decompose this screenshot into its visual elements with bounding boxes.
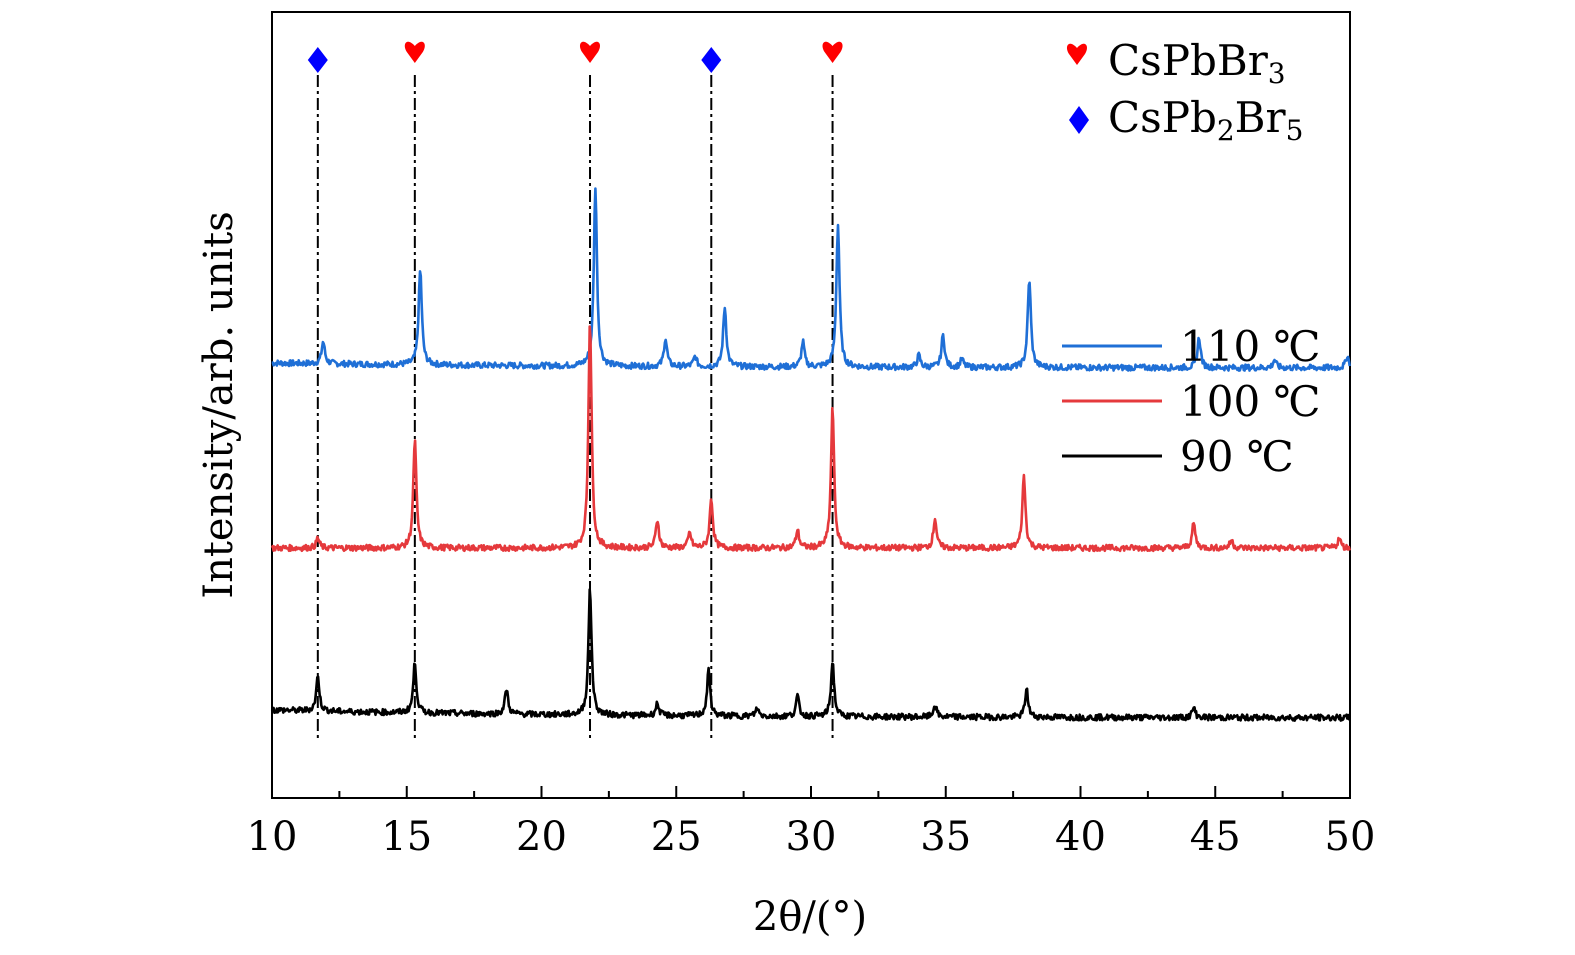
- heart-marker-icon: [404, 41, 425, 63]
- phase-label-cspbbr3: CsPbBr3: [1108, 36, 1286, 90]
- phase-label-cspbbr3-base: CsPbBr: [1108, 36, 1269, 85]
- phase-label-cspb2br5-mid: Br: [1235, 93, 1287, 142]
- x-axis-title: 2θ/(°): [753, 894, 867, 940]
- x-tick-label: 45: [1190, 814, 1241, 860]
- x-tick-label: 30: [786, 814, 837, 860]
- x-tick-label: 10: [247, 814, 298, 860]
- legend-label-90: 90 ℃: [1180, 432, 1294, 481]
- x-tick-labels: 10 15 20 25 30 35 40 45 50: [247, 814, 1376, 860]
- x-tick-label: 50: [1325, 814, 1376, 860]
- diamond-marker-icon: [307, 47, 328, 73]
- x-tick-label: 40: [1055, 814, 1106, 860]
- phase-label-cspb2br5-sub2: 5: [1286, 114, 1304, 147]
- heart-marker-icon: [822, 41, 843, 63]
- diamond-marker-icon: [701, 47, 722, 73]
- phase-label-cspb2br5-base: CsPb: [1108, 93, 1217, 142]
- y-axis-title: Intensity/arb. units: [196, 211, 242, 598]
- series-legend: 110 ℃ 100 ℃ 90 ℃: [1062, 322, 1321, 481]
- series-line-110: [271, 187, 1351, 372]
- x-tick-label: 35: [920, 814, 971, 860]
- phase-label-cspbbr3-sub: 3: [1268, 57, 1286, 90]
- heart-marker-icon: [580, 41, 601, 63]
- phase-label-cspb2br5: CsPb2Br5: [1108, 93, 1303, 147]
- legend-label-110: 110 ℃: [1180, 322, 1321, 371]
- phase-legend: CsPbBr3 CsPb2Br5: [1066, 36, 1303, 147]
- phase-markers: [307, 41, 843, 73]
- phase-label-cspb2br5-sub1: 2: [1217, 114, 1235, 147]
- series-line-90: [270, 588, 1351, 722]
- heart-icon: [1066, 43, 1088, 65]
- reference-lines: [316, 75, 834, 742]
- x-tick-label: 15: [381, 814, 432, 860]
- x-tick-label: 20: [516, 814, 567, 860]
- diamond-icon: [1069, 106, 1089, 134]
- x-ticks: [271, 786, 1351, 798]
- series-line-100: [270, 325, 1351, 553]
- traces: [270, 187, 1351, 722]
- x-tick-label: 25: [651, 814, 702, 860]
- legend-label-100: 100 ℃: [1180, 377, 1321, 426]
